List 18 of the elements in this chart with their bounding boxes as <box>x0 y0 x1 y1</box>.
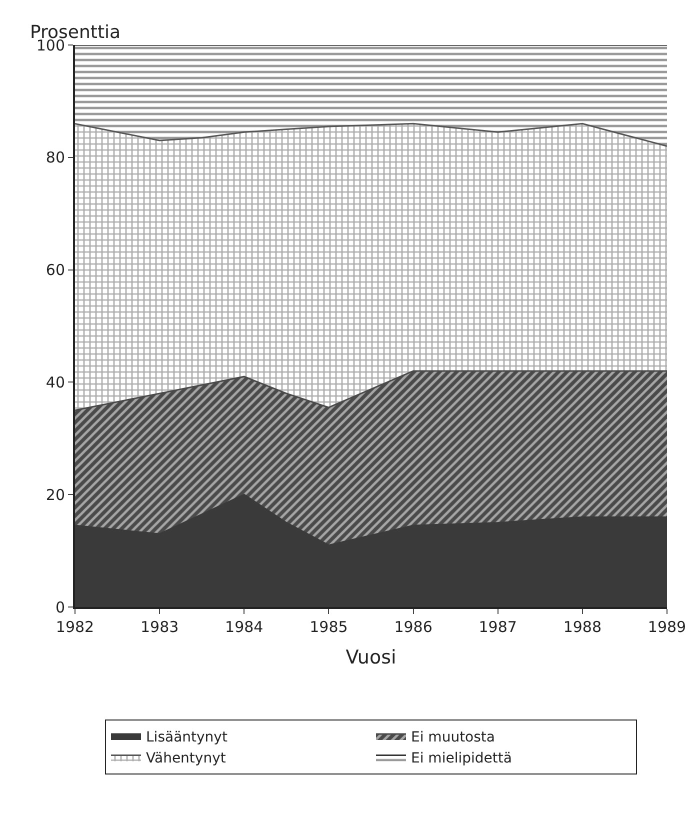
y-tick-label: 60 <box>46 261 65 280</box>
x-tick-label: 1983 <box>140 618 179 636</box>
legend-label: Ei muutosta <box>411 729 495 746</box>
legend-label: Ei mielipidettä <box>411 750 512 767</box>
x-tick-label: 1987 <box>478 618 517 636</box>
x-tick-label: 1988 <box>563 618 602 636</box>
x-tick-label: 1989 <box>648 618 686 636</box>
y-tick-label: 0 <box>55 598 65 616</box>
x-axis-title: Vuosi <box>346 646 396 668</box>
x-tick-label: 1985 <box>310 618 348 636</box>
y-tick-label: 20 <box>46 486 65 504</box>
y-tick-label: 80 <box>46 148 65 167</box>
y-tick-label: 40 <box>46 373 65 392</box>
legend-label: Lisääntynyt <box>146 729 228 746</box>
x-tick-label: 1982 <box>56 618 94 636</box>
legend-label: Vähentynyt <box>146 750 226 767</box>
x-tick-label: 1984 <box>225 618 264 636</box>
x-tick-label: 1986 <box>394 618 432 636</box>
